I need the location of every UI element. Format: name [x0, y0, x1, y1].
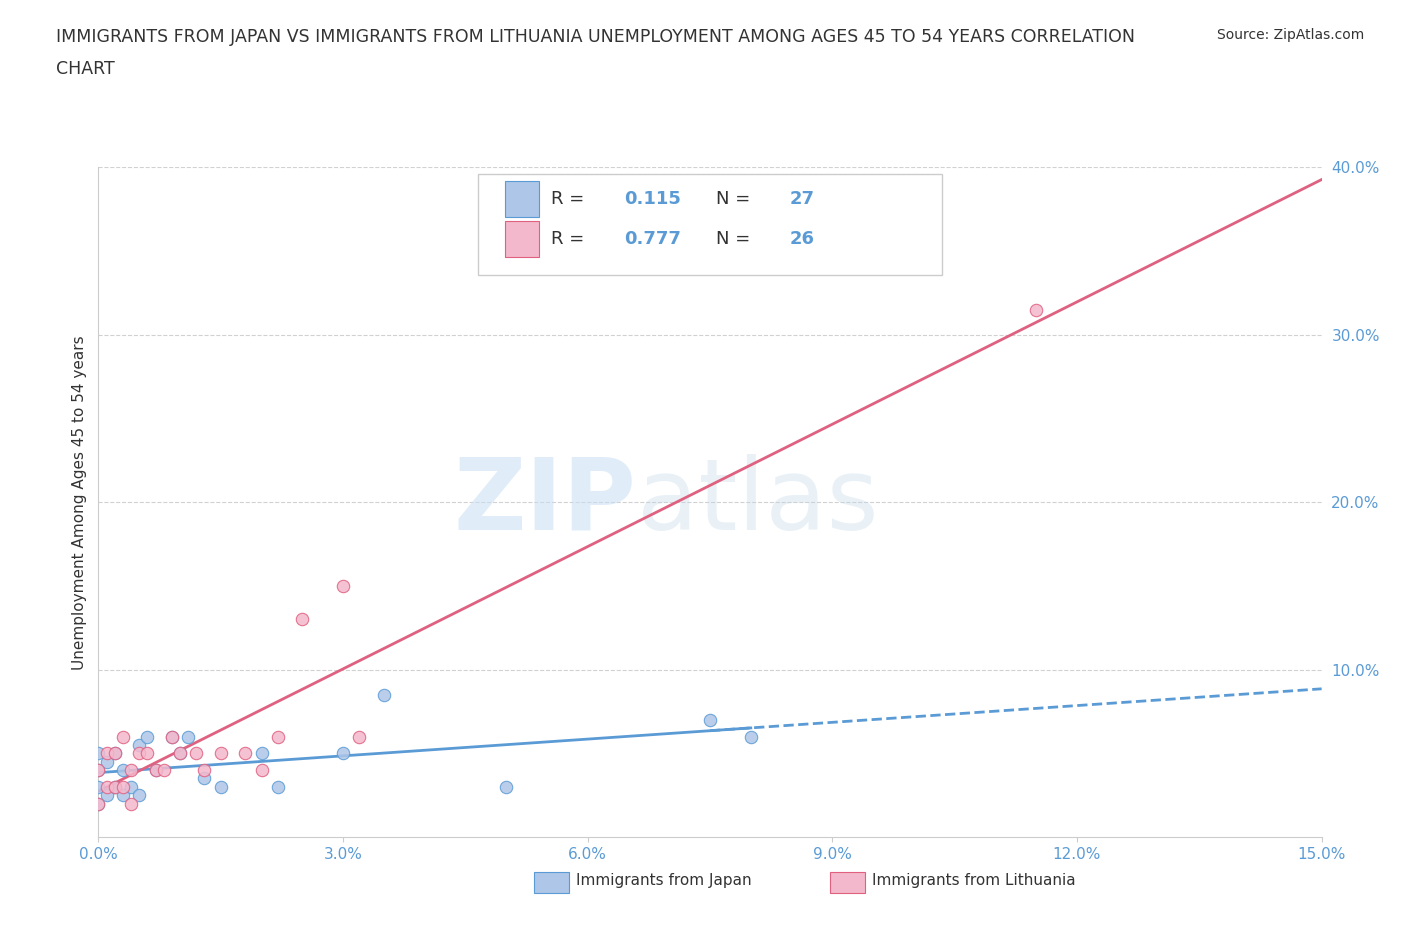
Text: R =: R =	[551, 190, 591, 208]
Point	[145, 763, 167, 777]
Point	[96, 754, 118, 769]
Point	[160, 729, 183, 744]
Point	[120, 779, 142, 794]
Point	[136, 729, 159, 744]
Point	[193, 763, 215, 777]
Point	[111, 729, 134, 744]
Text: Immigrants from Japan: Immigrants from Japan	[576, 873, 752, 888]
Point	[373, 687, 395, 702]
Text: N =: N =	[716, 230, 756, 248]
Point	[96, 779, 118, 794]
Point	[145, 763, 167, 777]
Text: atlas: atlas	[637, 454, 879, 551]
Point	[111, 779, 134, 794]
Point	[267, 729, 290, 744]
Point	[87, 796, 110, 811]
Text: Source: ZipAtlas.com: Source: ZipAtlas.com	[1216, 28, 1364, 42]
Text: ZIP: ZIP	[454, 454, 637, 551]
Point	[87, 779, 110, 794]
Point	[96, 788, 118, 803]
Point	[332, 746, 354, 761]
Point	[96, 746, 118, 761]
Point	[349, 729, 371, 744]
Point	[128, 746, 150, 761]
Point	[87, 763, 110, 777]
Point	[186, 746, 208, 761]
Text: R =: R =	[551, 230, 591, 248]
Point	[87, 763, 110, 777]
Point	[699, 712, 721, 727]
Point	[291, 612, 314, 627]
Point	[332, 578, 354, 593]
Point	[169, 746, 191, 761]
Point	[120, 796, 142, 811]
Point	[740, 729, 762, 744]
Point	[111, 788, 134, 803]
Point	[160, 729, 183, 744]
Point	[209, 746, 232, 761]
Point	[136, 746, 159, 761]
Point	[128, 737, 150, 752]
Point	[104, 779, 127, 794]
Point	[169, 746, 191, 761]
Point	[177, 729, 200, 744]
Text: CHART: CHART	[56, 60, 115, 78]
Point	[87, 746, 110, 761]
Point	[111, 763, 134, 777]
Y-axis label: Unemployment Among Ages 45 to 54 years: Unemployment Among Ages 45 to 54 years	[72, 335, 87, 670]
Point	[250, 746, 273, 761]
Point	[104, 746, 127, 761]
Text: 27: 27	[790, 190, 814, 208]
Text: 0.115: 0.115	[624, 190, 682, 208]
Bar	[505, 220, 538, 258]
Text: Immigrants from Lithuania: Immigrants from Lithuania	[872, 873, 1076, 888]
Point	[495, 779, 517, 794]
Text: IMMIGRANTS FROM JAPAN VS IMMIGRANTS FROM LITHUANIA UNEMPLOYMENT AMONG AGES 45 TO: IMMIGRANTS FROM JAPAN VS IMMIGRANTS FROM…	[56, 28, 1135, 46]
Bar	[505, 180, 538, 218]
Point	[1025, 302, 1047, 317]
Point	[104, 779, 127, 794]
Point	[250, 763, 273, 777]
Point	[267, 779, 290, 794]
Point	[193, 771, 215, 786]
Point	[209, 779, 232, 794]
Point	[152, 763, 174, 777]
Text: 0.777: 0.777	[624, 230, 682, 248]
Point	[233, 746, 256, 761]
Point	[87, 796, 110, 811]
Text: 26: 26	[790, 230, 814, 248]
Point	[128, 788, 150, 803]
Point	[120, 763, 142, 777]
Point	[104, 746, 127, 761]
FancyBboxPatch shape	[478, 174, 942, 274]
Text: N =: N =	[716, 190, 756, 208]
